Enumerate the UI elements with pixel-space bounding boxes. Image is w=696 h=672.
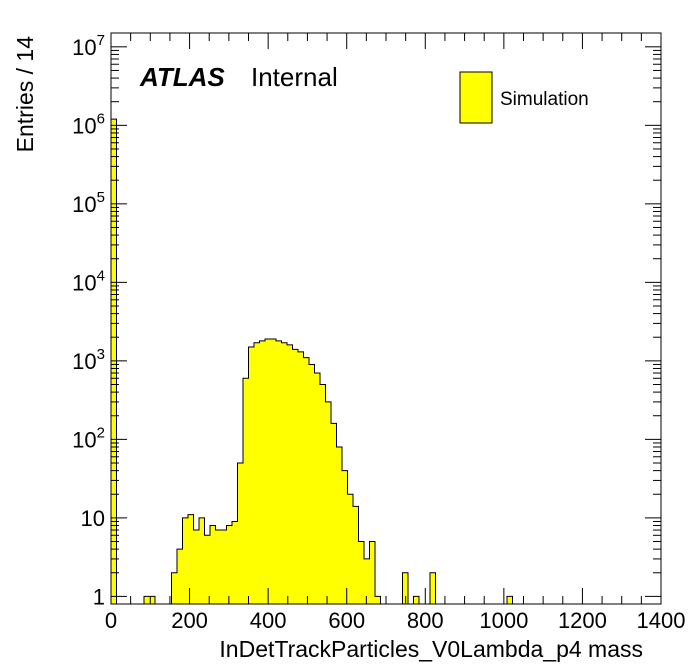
histogram-bin (364, 558, 370, 604)
histogram-bin (111, 119, 117, 605)
histogram-bin (413, 596, 419, 604)
histogram-bin (254, 342, 260, 604)
histogram-bin (270, 338, 276, 604)
y-tick-label: 10 (81, 506, 105, 531)
histogram-bin (226, 525, 232, 604)
y-axis-label: Entries / 14 (12, 36, 38, 153)
histogram-bin (248, 347, 254, 604)
histogram-bin (331, 423, 337, 604)
x-tick-label: 0 (105, 608, 117, 633)
y-tick-label: 102 (72, 424, 105, 452)
atlas-label: ATLAS (139, 62, 225, 92)
histogram-bin (204, 535, 210, 604)
y-tick-label: 1 (93, 584, 105, 609)
x-tick-label: 600 (328, 608, 365, 633)
x-tick-label: 200 (171, 608, 208, 633)
x-tick-label: 1400 (637, 608, 686, 633)
histogram-bin (276, 340, 282, 604)
histogram-bin (149, 596, 155, 604)
y-tick-label: 107 (72, 32, 105, 60)
histogram-bin (347, 494, 353, 604)
histogram-bin (199, 517, 205, 604)
histogram-bin (221, 530, 227, 604)
histogram-bin (298, 351, 304, 604)
histogram-bin (369, 541, 375, 604)
x-axis-label: InDetTrackParticles_V0Lambda_p4 mass (219, 636, 643, 662)
histogram-bin (402, 572, 408, 604)
histogram-bins (110, 118, 513, 605)
histogram-bin (177, 549, 183, 604)
histogram-bin (215, 530, 221, 604)
histogram-outline (110, 118, 513, 604)
histogram-bin (193, 530, 199, 604)
histogram-bin (342, 470, 348, 604)
axis-ticks (110, 33, 662, 604)
histogram-bin (259, 340, 265, 604)
histogram-bin (292, 349, 298, 604)
histogram-bin (281, 342, 287, 604)
x-tick-label: 400 (250, 608, 287, 633)
x-tick-label: 1200 (558, 608, 607, 633)
legend-swatch (459, 71, 493, 124)
histogram-bin (353, 506, 359, 604)
y-tick-label: 104 (72, 267, 105, 295)
histogram-bin (144, 596, 150, 604)
histogram-bin (265, 338, 271, 604)
y-tick-labels: 1 10 102 103 104 105 106 107 (72, 32, 105, 610)
y-tick-label: 103 (72, 346, 105, 374)
histogram-bin (243, 378, 249, 604)
y-tick-label: 105 (72, 189, 105, 217)
histogram-bin (314, 373, 320, 604)
histogram-bin (320, 384, 326, 604)
atlas-internal-label: Internal (251, 62, 338, 92)
x-tick-label: 800 (407, 608, 444, 633)
histogram-bin (507, 596, 513, 604)
histogram-bin (210, 525, 216, 604)
histogram-bin (182, 517, 188, 604)
histogram-bin (309, 364, 315, 604)
histogram-bin (358, 541, 364, 604)
histogram-bin (232, 521, 238, 604)
histogram-bin (430, 572, 436, 604)
histogram-bin (237, 463, 243, 604)
y-tick-label: 106 (72, 110, 105, 138)
histogram-bin (303, 357, 309, 604)
histogram-bin (188, 514, 194, 604)
x-tick-labels: 0 200 400 600 800 1000 1200 1400 (105, 608, 686, 633)
histogram-bin (375, 596, 381, 604)
histogram-bin (287, 344, 293, 604)
x-tick-label: 1000 (479, 608, 528, 633)
histogram-bin (325, 401, 331, 604)
legend-label: Simulation (500, 89, 589, 110)
histogram-bin (171, 572, 177, 604)
histogram-bin (336, 446, 342, 604)
